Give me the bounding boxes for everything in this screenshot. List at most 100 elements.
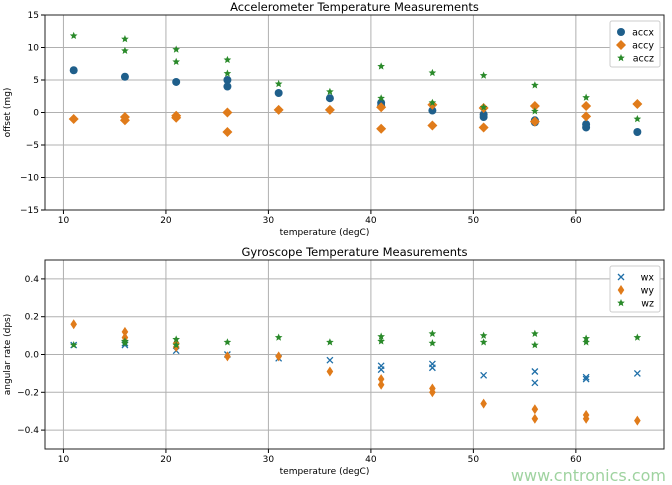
y-tick-label: −5: [26, 141, 39, 151]
legend-marker-wy: [617, 285, 625, 295]
x-tick-label: 60: [570, 455, 582, 465]
wx-point: [326, 356, 334, 364]
wz-point: [531, 341, 539, 349]
x-tick-label: 50: [468, 216, 480, 226]
chart-title: Gyroscope Temperature Measurements: [241, 245, 467, 259]
wz-point: [377, 337, 385, 345]
y-tick-label: 5: [33, 76, 39, 86]
accx-point: [428, 106, 437, 115]
legend: wx wy wz: [609, 265, 661, 313]
wx-point: [531, 368, 539, 375]
wz-point: [633, 333, 642, 341]
wz-point: [428, 339, 437, 347]
x-tick-label: 50: [468, 455, 480, 465]
accz-point: [172, 57, 180, 66]
wz-point: [479, 331, 488, 339]
axes-frame: [44, 259, 665, 450]
wx-point: [582, 373, 590, 381]
accy-point: [119, 115, 130, 126]
wy-point: [377, 379, 385, 390]
accy-point: [581, 101, 592, 111]
wy-point: [429, 387, 436, 398]
accy-point: [427, 120, 438, 131]
wy-point: [582, 413, 590, 424]
accy-point: [478, 122, 489, 133]
y-tick-label: 0.0: [25, 351, 40, 361]
chart-title: Accelerometer Temperature Measurements: [230, 0, 479, 14]
wx-point: [633, 369, 641, 377]
y-tick-label: 0.2: [25, 313, 39, 323]
accz-point: [172, 45, 180, 53]
accy-point: [581, 111, 592, 122]
y-tick-label: 0: [33, 109, 39, 119]
wz-point: [172, 335, 180, 343]
watermark: www.cntronics.com: [510, 466, 666, 485]
accz-point: [479, 71, 488, 79]
wy-point: [531, 413, 539, 424]
accy-point: [529, 101, 540, 111]
legend-label: wz: [641, 299, 654, 310]
accy-point: [222, 127, 233, 137]
wx-point: [428, 364, 436, 372]
y-tick-label: 0.4: [25, 275, 40, 285]
accz-point: [274, 79, 283, 88]
accy-point: [68, 114, 79, 124]
subplot-2: 10 20 30 40 50 60 −0.4 −0.2 0.0 0.2 0.4 Gyroscope T…: [3, 245, 665, 477]
wz-point: [69, 341, 78, 349]
legend-marker-accx: [617, 28, 625, 36]
accz-point: [479, 103, 488, 111]
wy-point: [634, 415, 641, 426]
accy-point: [171, 112, 182, 123]
wy-point: [70, 319, 77, 330]
y-axis-label: offset (mg): [3, 88, 13, 138]
wz-point: [479, 338, 488, 346]
accz-point: [531, 81, 539, 89]
wz-point: [531, 329, 539, 337]
legend-marker-accz: [617, 54, 625, 62]
accz-point: [428, 98, 437, 106]
x-axis-label: temperature (degC): [280, 467, 370, 477]
accy-point: [222, 107, 233, 118]
accx-point: [274, 89, 283, 97]
wx-point: [531, 379, 539, 387]
legend-label: wy: [641, 286, 655, 297]
accx-point: [325, 94, 334, 103]
legend-label: wx: [641, 273, 655, 284]
wz-point: [428, 329, 437, 337]
y-tick-label: −10: [20, 174, 39, 184]
x-tick-label: 40: [365, 216, 377, 226]
wz-point: [582, 334, 590, 342]
wx-point: [377, 366, 385, 374]
accz-point: [633, 115, 642, 123]
wy-point: [275, 351, 282, 362]
accz-point: [69, 31, 78, 40]
wx-point: [480, 371, 488, 379]
x-axis-label: temperature (degC): [280, 228, 370, 238]
accz-point: [121, 46, 129, 54]
x-tick-label: 10: [58, 216, 70, 226]
wz-point: [223, 338, 232, 346]
wy-point: [326, 366, 334, 377]
wz-point: [582, 338, 590, 346]
y-tick-label: 10: [28, 44, 40, 54]
wz-point: [377, 332, 385, 340]
y-tick-label: 15: [28, 11, 39, 21]
wz-point: [326, 338, 334, 346]
legend-label: accy: [632, 41, 654, 52]
accx-point: [223, 82, 232, 91]
legend-marker-wx: [617, 273, 625, 281]
x-tick-label: 20: [160, 216, 172, 226]
wz-point: [121, 339, 129, 347]
legend-label: accx: [632, 28, 654, 39]
accy-point: [376, 123, 387, 134]
x-tick-label: 10: [58, 455, 70, 465]
x-tick-label: 40: [365, 455, 377, 465]
accz-point: [223, 55, 232, 64]
accz-point: [326, 87, 334, 95]
accy-point: [376, 102, 387, 113]
y-tick-label: −0.4: [17, 426, 39, 436]
legend-marker-wz: [617, 299, 625, 307]
wx-point: [582, 375, 590, 383]
y-tick-label: −15: [20, 206, 39, 216]
x-tick-label: 30: [263, 455, 275, 465]
